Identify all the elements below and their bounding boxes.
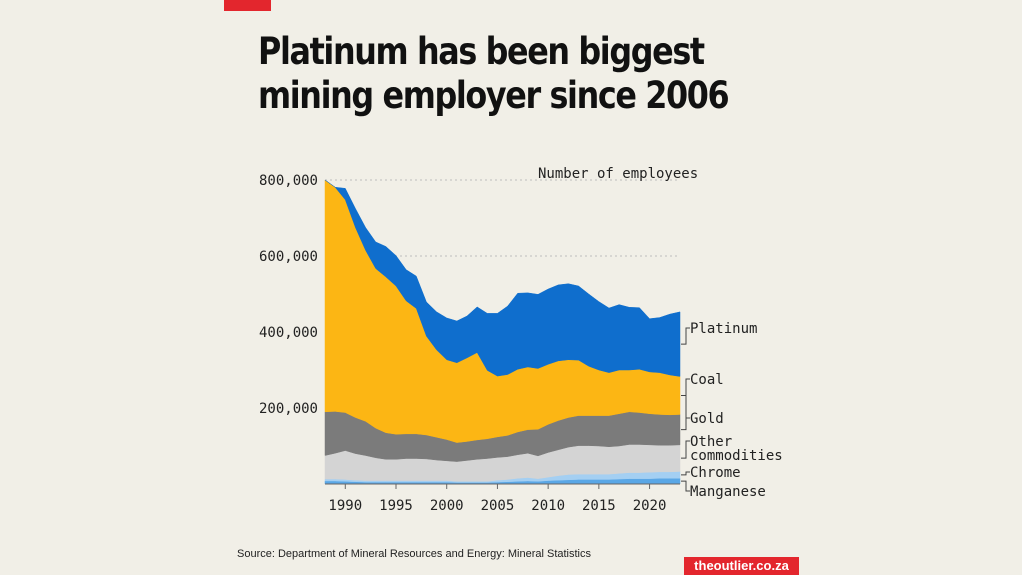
y-tick-label: 400,000 [259,325,318,341]
series-label: Platinum [690,321,757,337]
axes: 200,000 400,000 600,000 800,000 1990 1995 2000… [259,166,698,514]
series-label: Gold [690,411,724,427]
label-leader [681,440,690,459]
series-label: Manganese [690,484,766,500]
label-leader [681,394,690,419]
series-label: Chrome [690,465,741,481]
x-tick-label: 2005 [481,498,515,514]
y-axis-label: Number of employees [538,166,698,182]
area-platinum [324,179,681,377]
chart-title: Platinum has been biggest mining employe… [258,30,730,117]
brand-link[interactable]: theoutlier.co.za [684,557,799,575]
y-tick-label: 200,000 [259,401,318,417]
y-tick-label: 800,000 [259,173,318,189]
x-tick-label: 1995 [379,498,413,514]
label-leader [681,480,690,492]
x-tick-label: 2020 [633,498,667,514]
source-note: Source: Department of Mineral Resources … [237,548,591,560]
label-leader [681,327,690,345]
x-tick-label: 2000 [430,498,464,514]
y-tick-label: 600,000 [259,249,318,265]
series-label: commodities [690,448,783,464]
series-label: Coal [690,372,724,388]
x-tick-label: 2015 [582,498,616,514]
series-label: Other [690,434,732,450]
x-tick-label: 1990 [328,498,362,514]
stacked-areas [324,179,681,485]
x-tick-label: 2010 [531,498,565,514]
brand-accent-bar [224,0,271,11]
label-leader [681,471,690,476]
